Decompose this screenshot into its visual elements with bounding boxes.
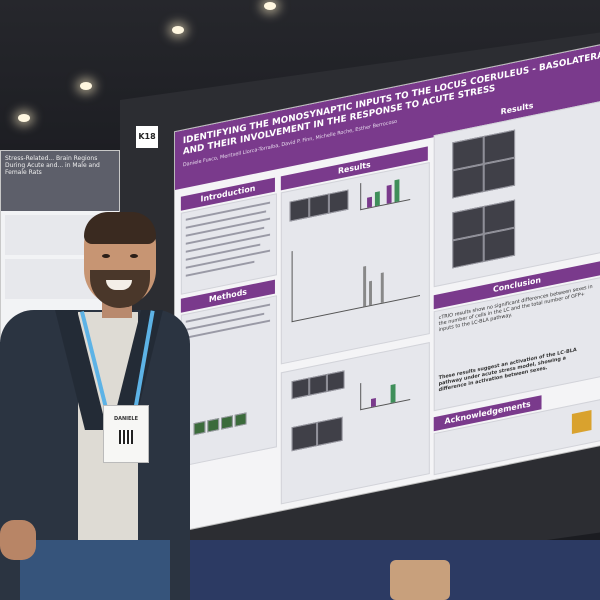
micrograph <box>317 416 343 446</box>
hair <box>84 212 156 244</box>
bar-chart <box>360 173 411 211</box>
micrograph <box>483 157 516 192</box>
eye <box>130 254 138 258</box>
results-panel-left <box>280 162 430 365</box>
methods-figure <box>234 412 247 427</box>
badge-name: DANIELE <box>113 416 139 422</box>
chart-bar <box>386 184 392 204</box>
carpet-floor <box>150 540 600 600</box>
conclusion-highlight: These results suggest an activation of t… <box>438 347 577 394</box>
chart-bar <box>369 280 372 306</box>
jeans <box>20 540 170 600</box>
methods-figure <box>193 420 206 436</box>
chart-bar <box>394 179 400 203</box>
micrograph <box>291 422 318 452</box>
chart-bar <box>367 196 372 208</box>
hand <box>0 520 36 560</box>
methods-figure <box>207 418 220 433</box>
name-badge: DANIELE <box>103 405 149 463</box>
chart-bar <box>363 266 367 307</box>
neighbor-poster-title: Stress-Related... Brain Regions During A… <box>1 151 119 211</box>
methods-figure <box>221 415 233 430</box>
chart-bar <box>390 384 396 403</box>
ceiling-light <box>18 114 30 122</box>
board-number: K18 <box>136 126 158 148</box>
micrograph <box>326 370 345 392</box>
institution-logo <box>571 410 592 434</box>
micrograph <box>291 377 310 400</box>
micrograph <box>309 374 327 396</box>
results-panel-left-lower <box>280 342 430 505</box>
micrograph <box>452 234 484 269</box>
ceiling-light <box>80 82 92 90</box>
badge-qr-code <box>119 430 133 444</box>
micrograph <box>309 193 329 218</box>
histogram-chart <box>291 225 420 323</box>
bar-chart <box>360 373 411 411</box>
introduction-panel <box>180 193 277 295</box>
methods-panel <box>180 295 277 467</box>
micrograph <box>452 164 484 199</box>
text-line <box>185 260 255 277</box>
ceiling-light <box>264 2 276 10</box>
smile <box>106 280 132 290</box>
micrograph <box>483 227 516 262</box>
passerby-legs <box>390 560 450 600</box>
ceiling-light <box>172 26 184 34</box>
micrograph <box>289 197 310 222</box>
chart-bar <box>380 272 384 303</box>
chart-bar <box>374 191 380 207</box>
text-line <box>185 319 271 339</box>
chart-bar <box>371 398 376 407</box>
eye <box>102 254 110 258</box>
micrograph <box>328 189 349 214</box>
